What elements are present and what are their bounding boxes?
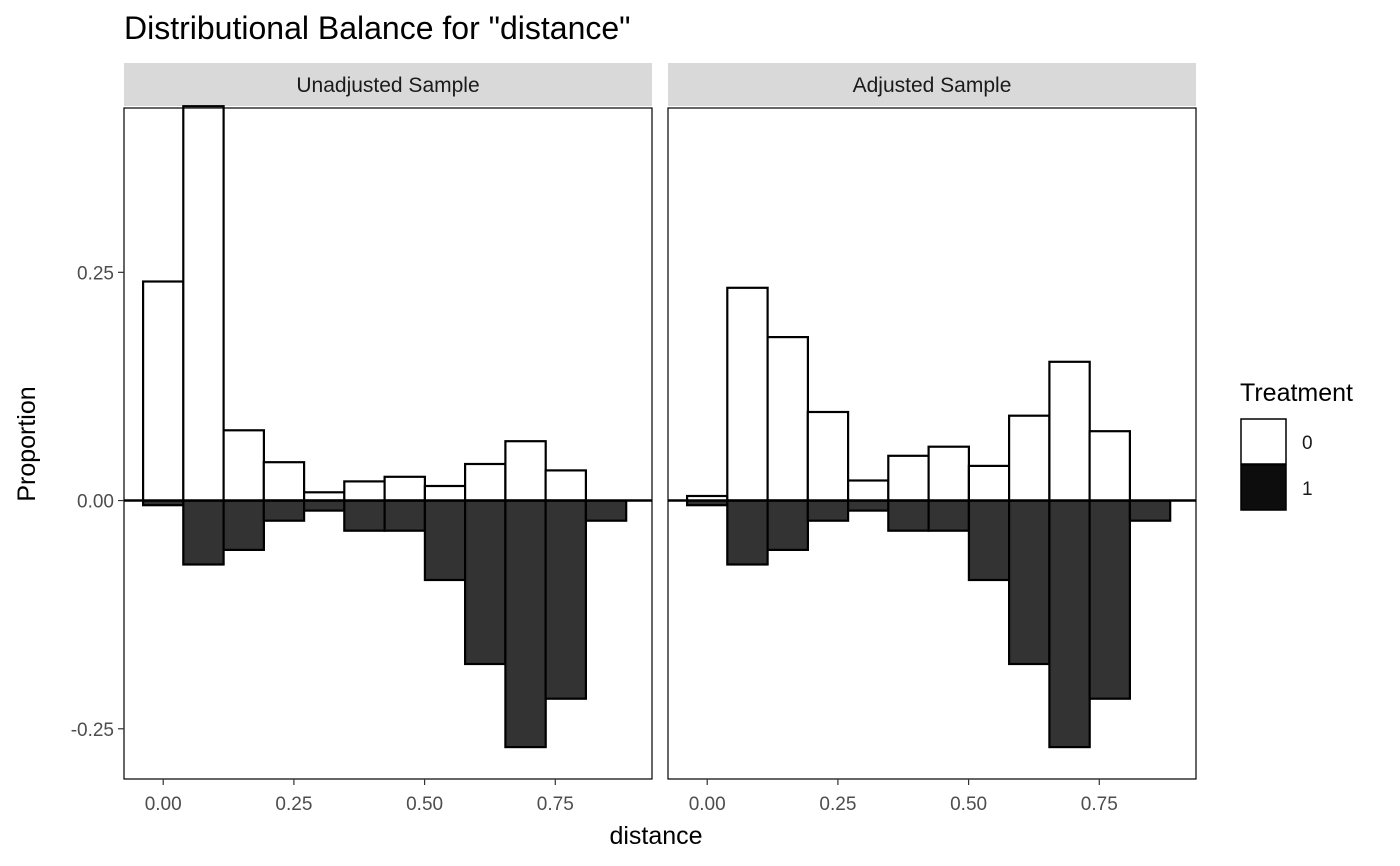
x-tick-label: 0.25 bbox=[275, 794, 312, 815]
legend: Treatment 0 1 bbox=[1240, 379, 1353, 511]
y-tick-label: 0.25 bbox=[77, 263, 114, 284]
bars-unadjusted bbox=[124, 105, 652, 749]
bar-treatment-0 bbox=[303, 491, 346, 502]
bar-treatment-0 bbox=[806, 410, 850, 502]
bar-treatment-1 bbox=[1128, 499, 1172, 522]
bar-treatment-1 bbox=[1088, 499, 1131, 700]
bar-treatment-0 bbox=[1007, 414, 1051, 502]
x-axis-adjusted: 0.00 0.25 0.50 0.75 bbox=[689, 779, 1118, 815]
bar-treatment-1 bbox=[806, 499, 850, 522]
bar-treatment-1 bbox=[262, 499, 306, 522]
bar-treatment-1 bbox=[222, 499, 266, 552]
x-tick-label: 0.75 bbox=[1081, 794, 1118, 815]
bar-treatment-0 bbox=[464, 462, 507, 502]
bar-treatment-0 bbox=[343, 480, 386, 502]
x-tick-label: 0.25 bbox=[819, 794, 856, 815]
panel-border bbox=[123, 107, 653, 780]
bar-treatment-0 bbox=[726, 286, 769, 502]
bar-treatment-0 bbox=[544, 469, 587, 502]
bar-treatment-1 bbox=[766, 499, 809, 552]
panel-border bbox=[667, 107, 1197, 780]
legend-label-1: 1 bbox=[1302, 479, 1313, 500]
bar-treatment-0 bbox=[222, 429, 266, 502]
bar-treatment-1 bbox=[303, 499, 346, 512]
bar-treatment-1 bbox=[584, 499, 628, 522]
x-tick-label: 0.50 bbox=[406, 794, 443, 815]
bar-treatment-0 bbox=[182, 105, 225, 502]
bar-treatment-1 bbox=[423, 499, 467, 582]
bars-adjusted bbox=[668, 286, 1196, 749]
bar-treatment-0 bbox=[846, 479, 890, 502]
bar-treatment-1 bbox=[464, 499, 507, 666]
legend-key-1 bbox=[1240, 464, 1287, 511]
bar-treatment-1 bbox=[383, 499, 427, 532]
bar-treatment-0 bbox=[262, 461, 306, 502]
bar-treatment-1 bbox=[846, 499, 890, 512]
bar-treatment-1 bbox=[967, 499, 1011, 582]
bar-treatment-1 bbox=[726, 499, 769, 566]
strip-label-adjusted: Adjusted Sample bbox=[853, 74, 1012, 97]
bar-treatment-0 bbox=[1088, 430, 1131, 502]
bar-treatment-0 bbox=[504, 440, 547, 502]
y-tick-label: 0.00 bbox=[77, 492, 114, 513]
bar-treatment-1 bbox=[343, 499, 386, 532]
bar-treatment-0 bbox=[887, 454, 930, 502]
legend-label-0: 0 bbox=[1302, 433, 1313, 454]
x-axis-unadjusted: 0.00 0.25 0.50 0.75 bbox=[145, 779, 574, 815]
x-tick-label: 0.00 bbox=[689, 794, 726, 815]
bar-treatment-0 bbox=[423, 484, 467, 502]
y-axis: -0.25 0.00 0.25 bbox=[71, 263, 124, 741]
legend-title: Treatment bbox=[1240, 379, 1353, 407]
panel-adjusted: Adjusted Sample bbox=[667, 63, 1197, 780]
bar-treatment-1 bbox=[504, 499, 547, 749]
x-tick-label: 0.75 bbox=[537, 794, 574, 815]
bar-treatment-1 bbox=[1007, 499, 1051, 666]
bar-treatment-0 bbox=[1048, 360, 1091, 502]
x-axis-title: distance bbox=[609, 822, 702, 850]
x-tick-label: 0.50 bbox=[950, 794, 987, 815]
y-axis-title: Proportion bbox=[13, 386, 41, 501]
bar-treatment-1 bbox=[927, 499, 970, 532]
y-tick-label: -0.25 bbox=[71, 720, 114, 741]
bar-treatment-0 bbox=[967, 464, 1011, 502]
bar-treatment-1 bbox=[1048, 499, 1091, 749]
strip-background bbox=[124, 63, 652, 106]
bar-treatment-1 bbox=[182, 499, 225, 566]
bar-treatment-0 bbox=[142, 280, 185, 502]
bar-treatment-0 bbox=[927, 445, 970, 502]
strip-background bbox=[668, 63, 1196, 106]
bar-treatment-1 bbox=[544, 499, 587, 700]
bar-treatment-0 bbox=[766, 336, 809, 502]
bar-treatment-0 bbox=[383, 475, 427, 502]
legend-key-0 bbox=[1240, 418, 1287, 465]
panel-unadjusted: Unadjusted Sample bbox=[123, 63, 653, 780]
strip-label-unadjusted: Unadjusted Sample bbox=[296, 74, 479, 97]
x-tick-label: 0.00 bbox=[145, 794, 182, 815]
bar-treatment-1 bbox=[887, 499, 930, 532]
chart-title: Distributional Balance for "distance" bbox=[124, 10, 631, 46]
